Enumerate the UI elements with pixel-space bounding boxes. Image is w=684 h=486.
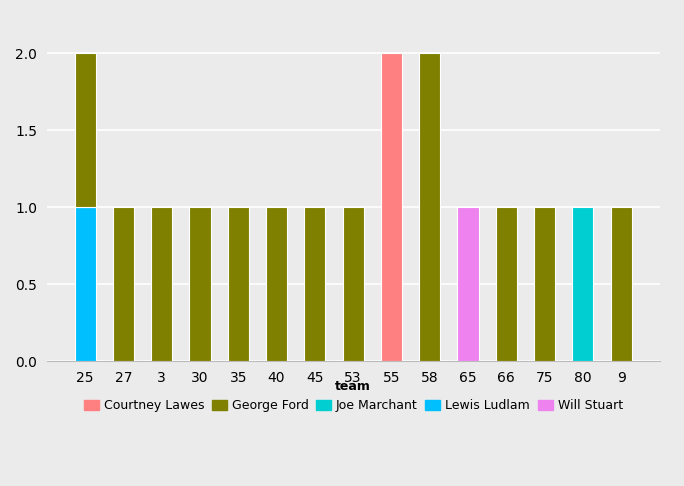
Bar <box>266 208 287 361</box>
Bar <box>75 53 96 208</box>
Bar <box>75 208 96 361</box>
Bar <box>419 53 440 361</box>
Bar <box>113 208 134 361</box>
Bar <box>573 208 594 361</box>
Bar <box>381 53 402 361</box>
Bar <box>534 208 555 361</box>
Bar <box>496 208 517 361</box>
Bar <box>343 208 364 361</box>
Bar <box>228 208 249 361</box>
Bar <box>189 208 211 361</box>
Bar <box>611 208 632 361</box>
Legend: Courtney Lawes, George Ford, Joe Marchant, Lewis Ludlam, Will Stuart: Courtney Lawes, George Ford, Joe Marchan… <box>79 375 628 417</box>
Bar <box>458 208 479 361</box>
Bar <box>304 208 326 361</box>
Bar <box>151 208 172 361</box>
